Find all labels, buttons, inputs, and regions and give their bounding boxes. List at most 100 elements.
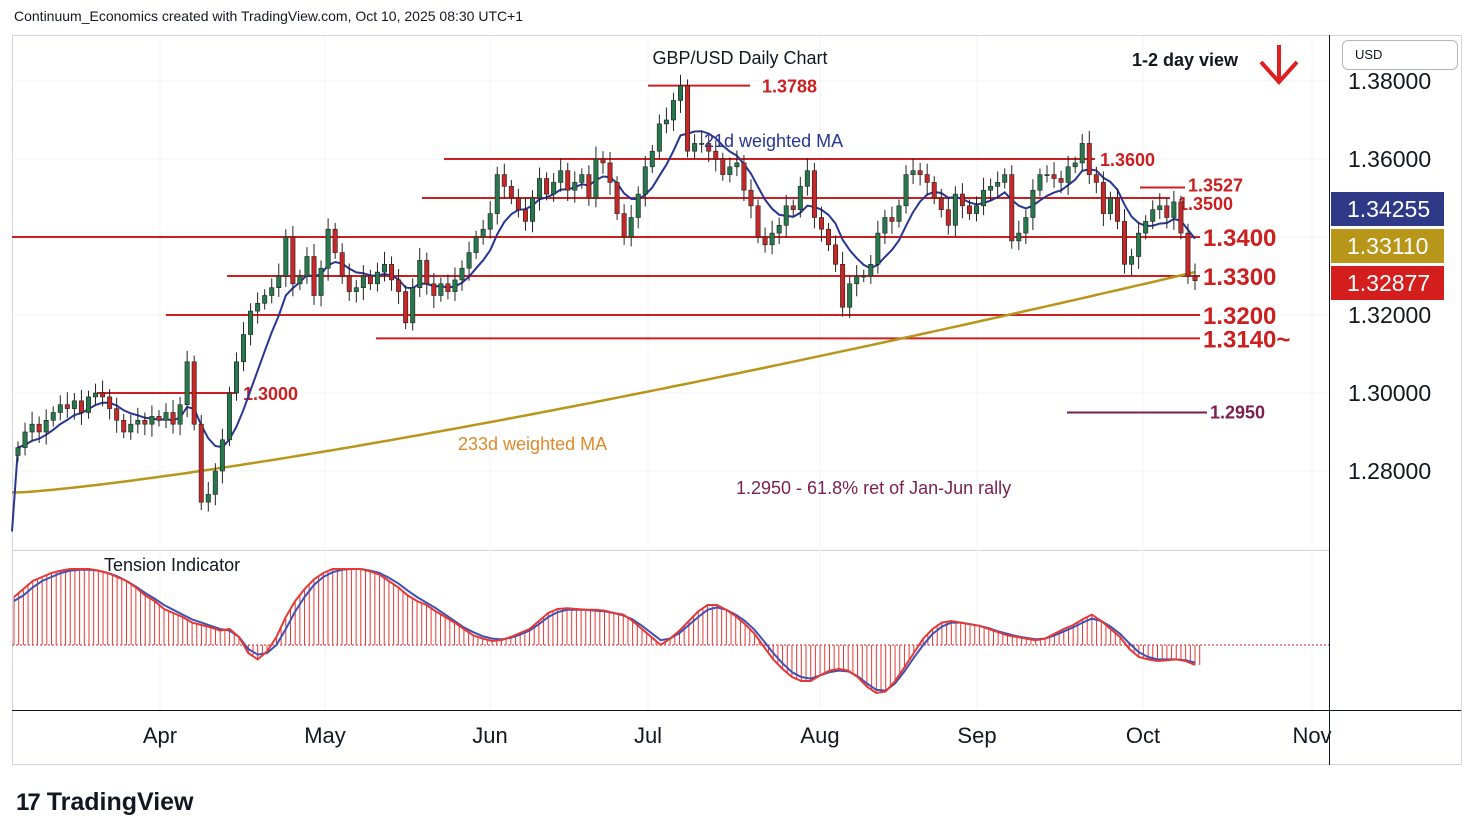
candle-body <box>572 182 578 191</box>
candle-body <box>1114 197 1120 222</box>
candle-body <box>1093 174 1099 183</box>
x-tick-label: Jun <box>472 723 507 748</box>
candle-body <box>1129 256 1135 265</box>
candle-body <box>431 283 437 296</box>
candle-body <box>1016 232 1022 242</box>
candle-body <box>783 205 789 226</box>
price-tags: 1.34255 1.33110 1.32877 <box>1331 192 1444 300</box>
candle-body <box>847 283 853 308</box>
candle-body <box>1164 205 1170 218</box>
candle-body <box>861 275 867 278</box>
candle-body <box>149 416 155 425</box>
candle-body <box>374 271 380 285</box>
candle-body <box>966 205 972 214</box>
x-tick-label: Jul <box>634 723 662 748</box>
candle-body <box>769 232 775 246</box>
candle-body <box>15 447 21 456</box>
tradingview-brand[interactable]: 17 TradingView <box>16 788 194 817</box>
candle-body <box>804 170 810 187</box>
candle-body <box>945 209 951 226</box>
currency-label[interactable]: USD <box>1342 40 1458 70</box>
level-label: 1.2950 <box>1210 403 1265 423</box>
candle-body <box>325 228 331 269</box>
price-tag <box>1331 229 1444 263</box>
candle-body <box>522 209 528 222</box>
candle-body <box>57 404 63 413</box>
candle-body <box>537 178 543 199</box>
candle-body <box>1122 221 1128 265</box>
candle-body <box>720 158 726 175</box>
candle-body <box>642 166 648 195</box>
candle-body <box>170 412 176 425</box>
candle-body <box>818 217 824 230</box>
candle-body <box>776 225 782 234</box>
time-axis: Apr May Jun Jul Aug Sep Oct Nov <box>143 723 1332 748</box>
candle-body <box>544 178 550 195</box>
candle-body <box>649 150 655 168</box>
candle-body <box>663 119 669 125</box>
price-tag-label: 1.33110 <box>1347 233 1428 259</box>
candle-body <box>452 279 458 292</box>
candle-body <box>931 182 937 199</box>
candle-body <box>558 170 564 183</box>
candle-body <box>100 392 106 398</box>
candle-body <box>882 217 888 234</box>
candle-body <box>903 174 909 207</box>
candle-body <box>614 182 620 214</box>
candle-body <box>22 431 28 448</box>
candle-body <box>910 170 916 175</box>
candle-body <box>248 310 254 335</box>
candle-body <box>811 170 817 218</box>
candle-body <box>1150 209 1156 222</box>
tension-fast-line <box>13 568 1196 695</box>
candle-body <box>297 275 303 285</box>
down-arrow-icon <box>1259 45 1299 85</box>
candle-body <box>713 150 719 160</box>
candle-body <box>565 170 571 191</box>
x-tick-label: Sep <box>957 723 996 748</box>
candle-body <box>692 143 698 152</box>
candle-body <box>670 100 676 121</box>
candle-body <box>607 162 613 183</box>
candle-body <box>1030 189 1036 218</box>
candle-body <box>85 396 91 413</box>
y-tick-label: 1.32000 <box>1348 302 1431 328</box>
level-label: 1.3600 <box>1100 150 1155 170</box>
candle-body <box>600 158 606 164</box>
candle-body <box>396 279 402 292</box>
candle-body <box>656 123 662 152</box>
candlesticks <box>15 74 1198 512</box>
candle-body <box>1100 182 1106 214</box>
candle-body <box>635 193 641 218</box>
retracement-note: 1.2950 - 61.8% ret of Jan-Jun rally <box>736 478 1011 498</box>
candle-body <box>1178 201 1184 234</box>
candle-body <box>332 228 338 253</box>
chart-header: Continuum_Economics created with Trading… <box>14 8 524 24</box>
candle-body <box>685 85 691 152</box>
candle-body <box>530 197 535 222</box>
candle-body <box>1079 143 1085 164</box>
level-label: 1.3000 <box>243 384 298 404</box>
candle-body <box>445 283 451 292</box>
candle-body <box>959 193 965 207</box>
candle-body <box>205 494 211 503</box>
candle-body <box>403 291 409 324</box>
candle-body <box>508 186 514 199</box>
candle-body <box>410 287 416 324</box>
tension-indicator-pane <box>12 568 1329 695</box>
candle-body <box>36 423 42 433</box>
candle-body <box>1157 205 1163 211</box>
level-label: 1.3527 <box>1188 175 1243 195</box>
candle-body <box>360 275 366 288</box>
candle-body <box>1058 178 1064 183</box>
candle-body <box>833 244 839 265</box>
level-label: 1.3400 <box>1203 225 1276 252</box>
candle-body <box>480 228 486 238</box>
candle-body <box>917 170 923 175</box>
candle-body <box>43 419 49 433</box>
candle-body <box>1107 197 1113 214</box>
candle-body <box>466 252 472 269</box>
candle-body <box>854 275 860 285</box>
